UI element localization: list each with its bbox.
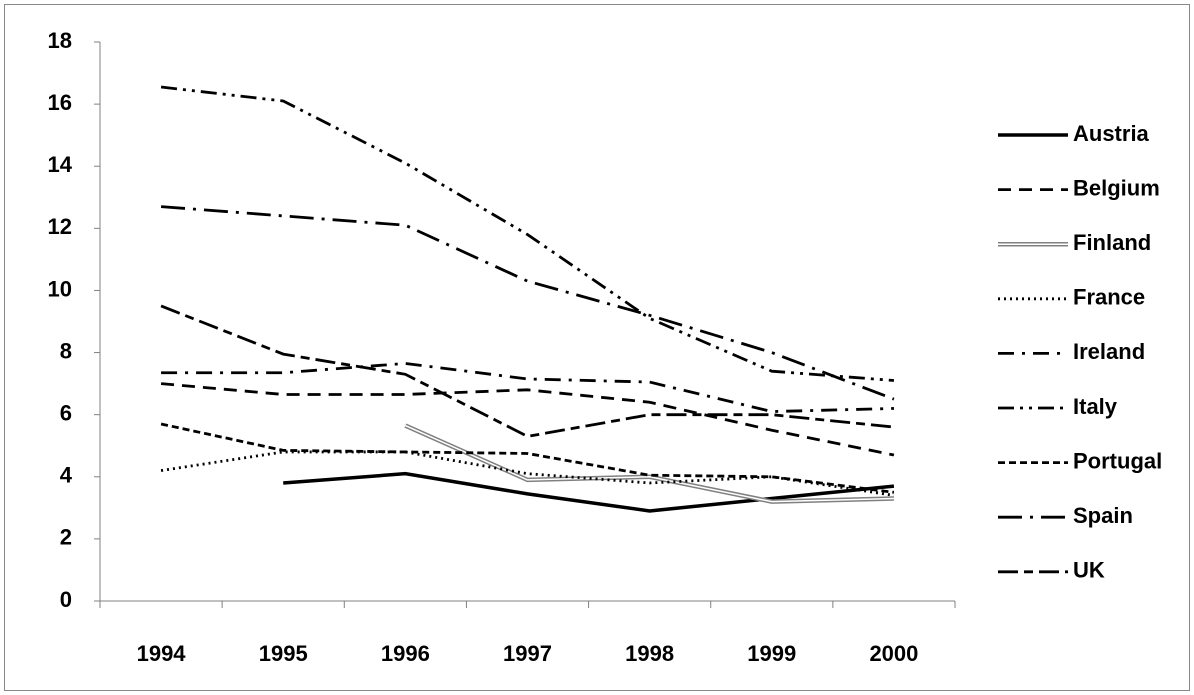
legend-label: UK xyxy=(1073,558,1105,583)
legend-label: Portugal xyxy=(1073,448,1162,473)
y-tick-label: 4 xyxy=(60,463,73,488)
x-tick-label: 2000 xyxy=(869,641,918,666)
series-line xyxy=(283,471,895,513)
legend-label: Italy xyxy=(1073,394,1118,419)
x-tick-label: 1996 xyxy=(381,641,430,666)
legend-label: France xyxy=(1073,285,1145,310)
x-tick-label: 1995 xyxy=(259,641,308,666)
x-tick-label: 1998 xyxy=(625,641,674,666)
y-tick-label: 16 xyxy=(48,90,72,115)
y-tick-label: 2 xyxy=(60,525,72,550)
x-tick-label: 1997 xyxy=(503,641,552,666)
series-line xyxy=(160,85,895,382)
y-tick-label: 14 xyxy=(48,152,73,177)
y-tick-label: 18 xyxy=(48,28,72,53)
series-line xyxy=(160,304,895,438)
y-tick-label: 12 xyxy=(48,214,72,239)
y-tick-label: 8 xyxy=(60,338,72,363)
legend-label: Finland xyxy=(1073,230,1151,255)
x-tick-label: 1999 xyxy=(747,641,796,666)
legend-label: Ireland xyxy=(1073,339,1145,364)
y-tick-label: 0 xyxy=(60,587,72,612)
series-line xyxy=(160,382,895,457)
chart-frame xyxy=(4,4,1190,691)
y-tick-label: 6 xyxy=(60,400,72,425)
series-line-inner xyxy=(405,424,894,503)
x-tick-label: 1994 xyxy=(137,641,187,666)
legend-label: Spain xyxy=(1073,503,1133,528)
legend-label: Austria xyxy=(1073,121,1150,146)
legend-label: Belgium xyxy=(1073,175,1160,200)
y-tick-label: 10 xyxy=(48,276,72,301)
series-line xyxy=(160,422,895,494)
